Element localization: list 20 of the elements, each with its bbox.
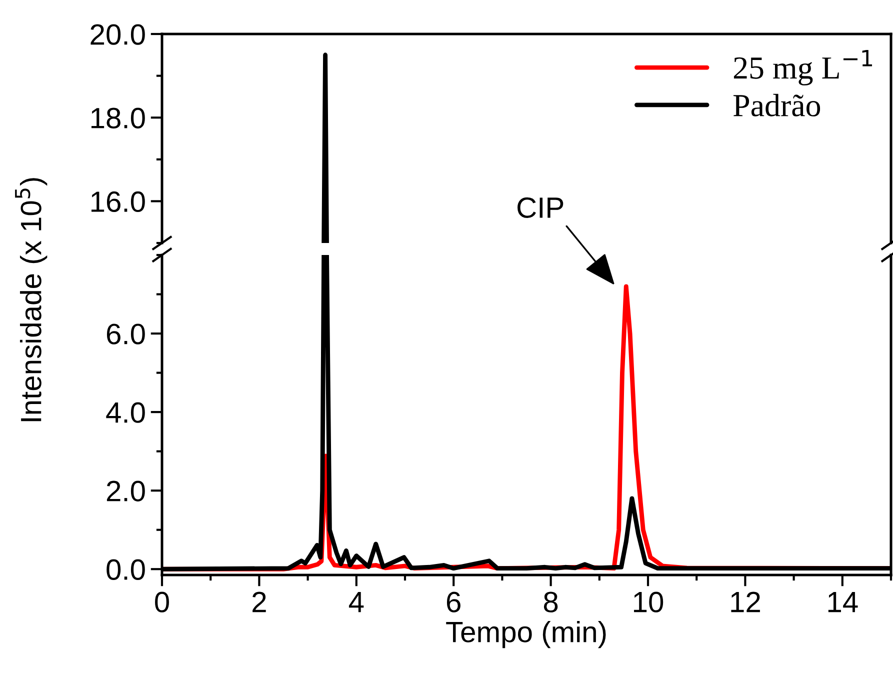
y-tick-label: 2.0 [106, 480, 145, 502]
x-tick-label: 10 [634, 592, 664, 612]
x-tick-label: 12 [731, 592, 760, 612]
legend-label: 25 mg L$^{−1}$ [734, 50, 872, 86]
annotation: CIP [518, 197, 564, 218]
y-tick-label: 18.0 [91, 108, 145, 128]
x-tick-label: 2 [252, 592, 266, 612]
legend-label: Padrão [733, 94, 820, 116]
y-tick-label: 4.0 [106, 402, 145, 423]
y-axis-title: Intensidade (x 10$^{5}$) [15, 178, 48, 422]
x-tick-label: 8 [544, 592, 558, 612]
y-tick-label: 0.0 [106, 559, 145, 580]
x-tick-label: 6 [446, 592, 460, 612]
x-tick-label: 14 [828, 592, 858, 612]
y-tick-label: 16.0 [91, 191, 145, 212]
x-tick-label: 4 [348, 592, 364, 612]
y-tick-label: 6.0 [106, 324, 145, 344]
x-axis-title: Tempo (min) [446, 620, 606, 648]
x-tick-label: 0 [155, 592, 169, 612]
y-tick-label: 20.0 [90, 24, 145, 45]
